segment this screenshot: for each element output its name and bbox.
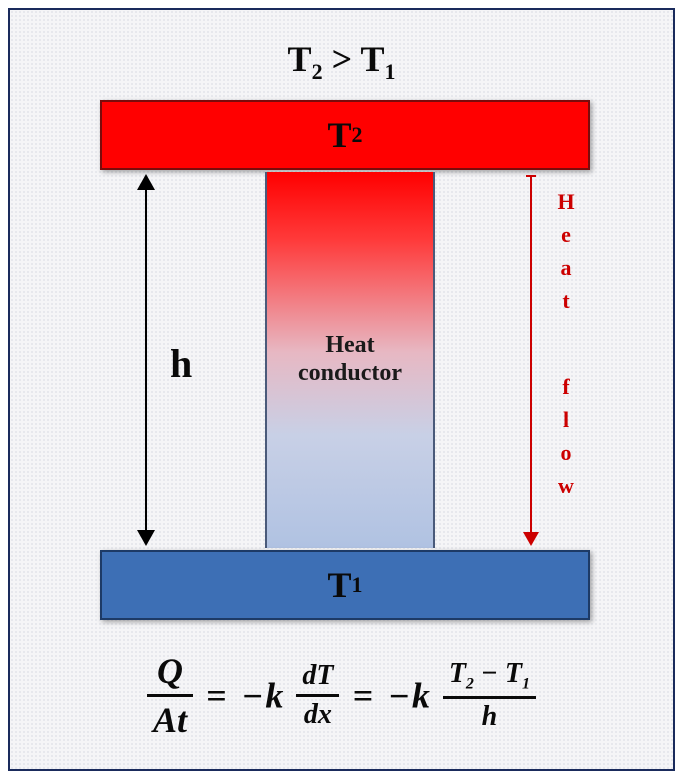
eq-rhs-t1-sub: 1 (522, 676, 530, 693)
heat-flow-label-word1: H e a t (555, 185, 579, 317)
ineq-left-var: T (288, 39, 312, 79)
ineq-right-sub: 1 (384, 59, 395, 84)
height-dimension-arrow (145, 176, 147, 544)
heat-char: e (555, 218, 579, 251)
flow-char: l (555, 403, 579, 436)
heat-conductor: Heat conductor (265, 172, 435, 548)
heat-flow-arrow (530, 176, 532, 544)
heat-char: t (555, 284, 579, 317)
eq-mid-den: dx (296, 697, 339, 731)
ineq-op: > (332, 39, 353, 79)
eq-lhs-num: Q (147, 650, 193, 697)
eq-mid-fraction: dT dx (296, 660, 339, 731)
flow-char: o (555, 436, 579, 469)
cold-label-sub: 1 (352, 572, 363, 598)
hot-label-sub: 2 (352, 122, 363, 148)
eq-rhs-num: T2 − T1 (443, 658, 536, 699)
eq-equals-2: = (352, 676, 373, 716)
temperature-inequality: T2 > T1 (10, 38, 673, 85)
eq-mid-num: dT (296, 660, 339, 697)
diagram-frame: T2 > T1 T2 Heat conductor T1 h H e a t f… (8, 8, 675, 771)
heat-char: H (555, 185, 579, 218)
ineq-right-var: T (360, 39, 384, 79)
ineq-left-sub: 2 (312, 59, 323, 84)
eq-minus-1: − (242, 676, 264, 716)
fourier-law-equation: Q At = −k dT dx = −k T2 − T1 h (10, 650, 673, 741)
cold-label-var: T (327, 564, 351, 606)
eq-k-2: k (412, 676, 430, 716)
eq-k-1: k (265, 676, 283, 716)
eq-equals-1: = (206, 676, 227, 716)
eq-rhs-minus: − (481, 658, 498, 689)
eq-minus-2: − (388, 676, 410, 716)
conductor-label-2: conductor (298, 360, 402, 388)
eq-lhs-fraction: Q At (147, 650, 193, 741)
eq-rhs-t2-sub: 2 (466, 676, 474, 693)
eq-rhs-t2-var: T (449, 658, 466, 689)
eq-rhs-den: h (443, 699, 536, 733)
flow-char: f (555, 370, 579, 403)
hot-reservoir: T2 (100, 100, 590, 170)
heat-flow-label-word2: f l o w (555, 370, 579, 502)
eq-rhs-fraction: T2 − T1 h (443, 658, 536, 733)
height-label: h (170, 340, 192, 387)
heat-char: a (555, 251, 579, 284)
eq-lhs-den: At (147, 697, 193, 741)
hot-label-var: T (327, 114, 351, 156)
eq-rhs-t1-var: T (505, 658, 522, 689)
flow-char: w (555, 469, 579, 502)
conductor-label-1: Heat (325, 332, 374, 360)
cold-reservoir: T1 (100, 550, 590, 620)
